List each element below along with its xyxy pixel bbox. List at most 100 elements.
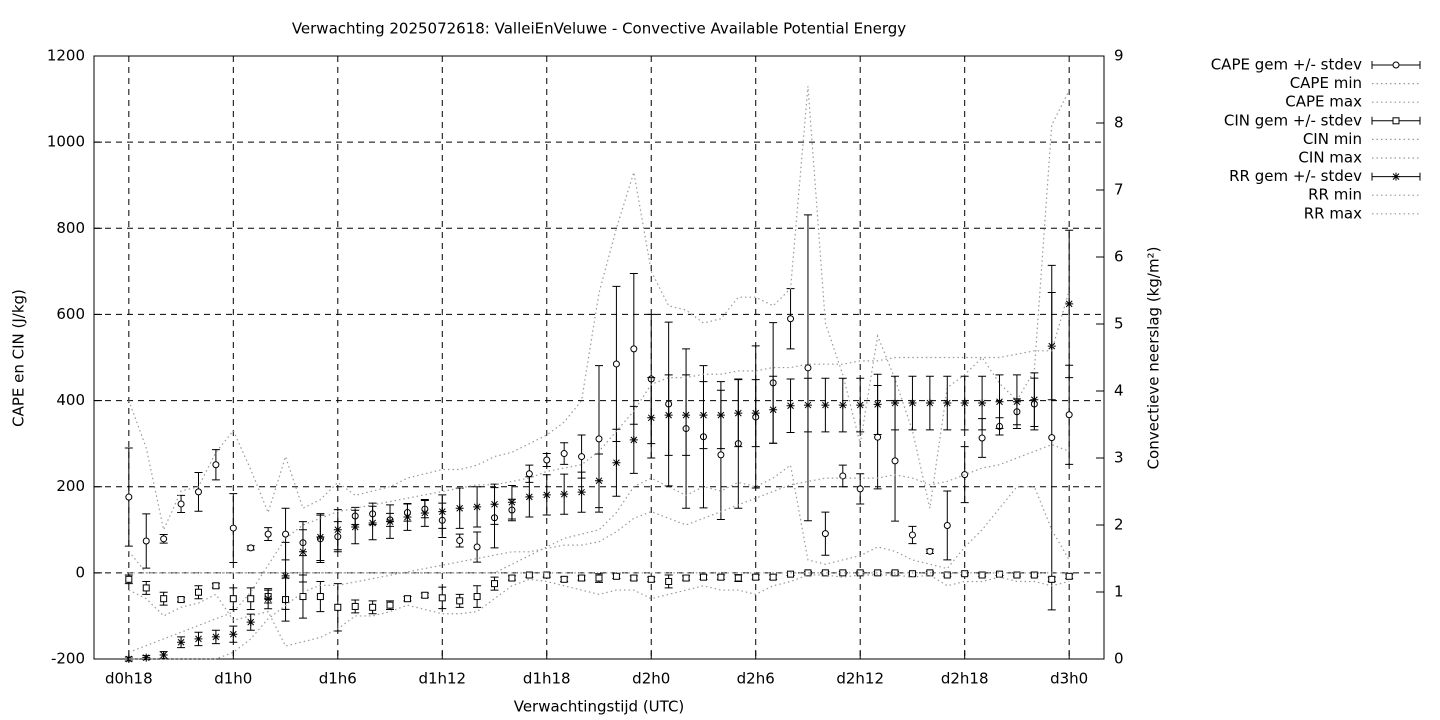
data-point xyxy=(630,574,638,582)
data-point xyxy=(786,401,795,410)
data-point xyxy=(943,571,951,579)
x-tick-label: d0h18 xyxy=(105,670,153,688)
data-point xyxy=(160,595,168,603)
data-point xyxy=(1012,397,1021,406)
data-point xyxy=(1047,342,1056,351)
data-point xyxy=(543,456,551,464)
y2-tick-label: 6 xyxy=(1114,248,1124,266)
data-point xyxy=(960,399,969,408)
data-point xyxy=(298,547,307,556)
data-point xyxy=(333,525,342,534)
data-point xyxy=(873,400,882,409)
data-point xyxy=(491,580,499,588)
data-point xyxy=(1065,411,1073,419)
data-point xyxy=(943,521,951,529)
data-point xyxy=(299,593,307,601)
data-point xyxy=(351,602,359,610)
data-point xyxy=(369,603,377,611)
y2-tick-label: 0 xyxy=(1114,650,1124,668)
data-point xyxy=(577,488,586,497)
data-point xyxy=(838,401,847,410)
x-tick-label: d2h18 xyxy=(941,670,989,688)
data-point xyxy=(612,360,620,368)
data-point xyxy=(699,573,707,581)
range-line xyxy=(128,290,1070,653)
data-point xyxy=(664,411,673,420)
data-point xyxy=(595,435,603,443)
data-point xyxy=(839,472,847,480)
data-point xyxy=(334,603,342,611)
y2-tick-label: 9 xyxy=(1114,47,1124,65)
data-point xyxy=(560,450,568,458)
legend-label: CIN gem +/- stdev xyxy=(1224,111,1362,129)
data-point xyxy=(630,345,638,353)
data-point xyxy=(177,500,185,508)
legend-marker xyxy=(1392,117,1400,125)
data-point xyxy=(194,488,202,496)
data-point xyxy=(229,595,237,603)
data-point xyxy=(490,500,499,509)
data-point xyxy=(368,518,377,527)
data-point xyxy=(595,476,603,485)
data-point xyxy=(752,573,760,581)
data-point xyxy=(821,401,830,410)
data-point xyxy=(281,571,290,580)
data-point xyxy=(247,595,255,603)
x-tick-label: d1h6 xyxy=(319,670,357,688)
data-point xyxy=(734,409,743,418)
data-point xyxy=(212,582,220,590)
data-point xyxy=(386,601,394,609)
data-point xyxy=(996,570,1004,578)
data-point xyxy=(316,593,324,601)
data-point xyxy=(264,530,272,538)
data-point xyxy=(1065,299,1074,308)
y-tick-label: 200 xyxy=(56,477,85,495)
data-point xyxy=(874,433,882,441)
data-point xyxy=(194,634,203,643)
data-point xyxy=(456,597,464,605)
y2-tick-label: 8 xyxy=(1114,114,1124,132)
data-point xyxy=(803,401,812,410)
data-point xyxy=(787,315,795,323)
data-point xyxy=(856,401,865,410)
data-point xyxy=(595,574,603,582)
x-tick-label: d3h0 xyxy=(1050,670,1088,688)
data-point xyxy=(978,434,986,442)
data-point xyxy=(787,570,795,578)
data-point xyxy=(578,453,586,461)
data-point xyxy=(560,490,569,499)
y-tick-label: 1000 xyxy=(47,133,85,151)
legend-label: CAPE min xyxy=(1290,74,1362,92)
y2-tick-label: 4 xyxy=(1114,382,1124,400)
data-point xyxy=(926,547,934,555)
y2-tick-label: 1 xyxy=(1114,583,1124,601)
data-point xyxy=(525,571,533,579)
data-point xyxy=(542,490,551,499)
data-point xyxy=(578,574,586,582)
x-axis-label: Verwachtingstijd (UTC) xyxy=(514,698,685,716)
y2-axis-label: Convectieve neerslag (kg/m²) xyxy=(1145,247,1163,470)
legend-label: CAPE max xyxy=(1285,93,1362,111)
data-point xyxy=(142,537,150,545)
data-point xyxy=(403,595,411,603)
data-point xyxy=(282,530,290,538)
data-point xyxy=(159,650,168,659)
y2-tick-label: 2 xyxy=(1114,516,1124,534)
data-point xyxy=(1013,571,1021,579)
chart-title: Verwachting 2025072618: ValleiEnVeluwe -… xyxy=(292,20,906,38)
y-tick-label: 0 xyxy=(75,563,85,581)
data-point xyxy=(125,575,133,583)
data-point xyxy=(751,409,760,418)
data-point xyxy=(177,638,186,647)
data-point xyxy=(978,571,986,579)
data-point xyxy=(1030,395,1039,404)
range-line xyxy=(128,574,1070,647)
x-tick-label: d1h12 xyxy=(418,670,466,688)
data-point xyxy=(247,544,255,552)
legend-label: RR max xyxy=(1304,204,1362,222)
data-point xyxy=(473,543,481,551)
x-tick-label: d2h0 xyxy=(632,670,670,688)
data-point xyxy=(473,593,481,601)
data-point xyxy=(734,574,742,582)
data-point xyxy=(403,512,412,521)
